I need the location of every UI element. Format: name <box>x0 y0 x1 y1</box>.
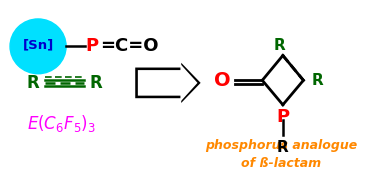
Text: [Sn]: [Sn] <box>22 39 54 52</box>
Text: P: P <box>85 37 98 55</box>
Polygon shape <box>135 63 201 103</box>
Text: O: O <box>214 71 231 90</box>
Text: R: R <box>26 74 39 92</box>
Text: $\mathit{E(C_6F_5)_3}$: $\mathit{E(C_6F_5)_3}$ <box>27 113 96 134</box>
Text: R: R <box>274 38 286 53</box>
Text: =C=O: =C=O <box>100 37 159 55</box>
Text: R: R <box>90 74 102 92</box>
Polygon shape <box>138 64 197 102</box>
Text: P: P <box>276 108 290 126</box>
Text: R: R <box>277 140 289 155</box>
Text: phosphorus analogue
of ß-lactam: phosphorus analogue of ß-lactam <box>205 139 357 170</box>
Circle shape <box>10 19 66 74</box>
Text: R: R <box>312 73 324 88</box>
